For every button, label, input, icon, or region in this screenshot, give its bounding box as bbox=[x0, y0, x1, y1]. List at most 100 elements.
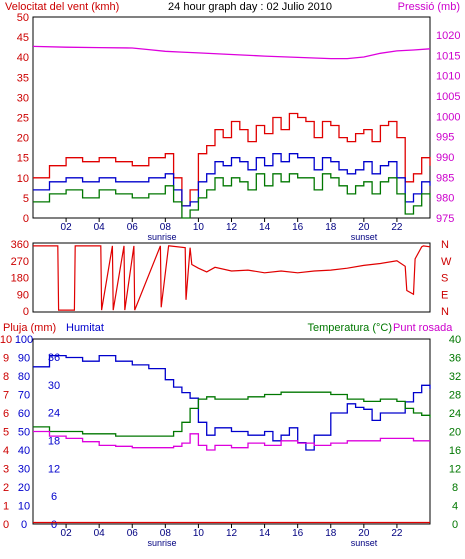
wind-speed-tick: 5 bbox=[23, 193, 29, 205]
compass-tick: E bbox=[441, 289, 448, 301]
rain-tick: 6 bbox=[3, 408, 9, 420]
direction-series-line bbox=[33, 245, 431, 311]
pressure-tick: 990 bbox=[436, 152, 454, 164]
hour-tick-label: 16 bbox=[292, 222, 304, 233]
direction-degree-tick-labels: 360 270 180 90 0 bbox=[11, 239, 29, 318]
wind-speed-tick: 35 bbox=[17, 72, 29, 84]
pressure-tick: 1000 bbox=[436, 111, 460, 123]
temperature-right-tick: 8 bbox=[452, 482, 458, 494]
hour-tick-label: 12 bbox=[226, 528, 238, 539]
humidity-tick: 50 bbox=[18, 427, 30, 439]
temperature-left-tick: 18 bbox=[48, 436, 60, 448]
pressure-tick: 975 bbox=[436, 213, 454, 225]
compass-tick: N bbox=[441, 239, 449, 251]
rain-humidity-temperature-series bbox=[33, 354, 431, 524]
pressure-tick: 980 bbox=[436, 193, 454, 205]
hour-tick-label: 10 bbox=[193, 528, 205, 539]
direction-degree-tick: 180 bbox=[11, 273, 29, 285]
pressure-series-line bbox=[32, 45, 431, 60]
hour-tick-label: 20 bbox=[358, 528, 370, 539]
dewpoint-series-line bbox=[33, 430, 430, 451]
humidity-tick: 60 bbox=[18, 408, 30, 420]
humidity-tick: 40 bbox=[18, 445, 30, 457]
pressure-tick: 1020 bbox=[436, 30, 460, 42]
hour-tick-label: 10 bbox=[193, 222, 205, 233]
hour-tick-labels-bottom: 02 04 06 08 10 12 14 16 18 20 22 bbox=[61, 524, 403, 539]
rain-tick: 8 bbox=[3, 371, 9, 383]
hour-tick-label: 08 bbox=[160, 222, 172, 233]
hour-tick-label: 04 bbox=[94, 222, 106, 233]
wind-speed-tick: 45 bbox=[17, 32, 29, 44]
hour-tick-label: 14 bbox=[259, 528, 271, 539]
temperature-axis-title: Temperatura (°C) bbox=[308, 322, 392, 334]
wind-speed-tick: 20 bbox=[17, 133, 29, 145]
humidity-tick: 10 bbox=[18, 501, 30, 513]
hour-tick-label: 20 bbox=[358, 222, 370, 233]
hour-tick-label: 06 bbox=[127, 222, 139, 233]
wind-speed-tick: 50 bbox=[17, 12, 29, 24]
hour-tick-label: 02 bbox=[61, 222, 73, 233]
hour-tick-label: 08 bbox=[160, 528, 172, 539]
dewpoint-axis-title: Punt rosada bbox=[393, 322, 453, 334]
hour-tick-label: 12 bbox=[226, 222, 238, 233]
pressure-tick: 995 bbox=[436, 132, 454, 144]
rain-tick: 7 bbox=[3, 390, 9, 402]
rain-tick: 10 bbox=[0, 334, 12, 346]
pressure-tick: 1005 bbox=[436, 91, 460, 103]
temperature-left-tick: 24 bbox=[48, 408, 60, 420]
hour-tick-label: 04 bbox=[94, 528, 106, 539]
wind-speed-tick: 40 bbox=[17, 52, 29, 64]
direction-degree-tick: 0 bbox=[23, 306, 29, 318]
hour-tick-labels-top: 02 04 06 08 10 12 14 16 18 20 22 bbox=[61, 218, 403, 233]
humidity-axis-title: Humitat bbox=[66, 322, 104, 334]
temperature-right-tick: 32 bbox=[449, 371, 461, 383]
hour-tick-label: 22 bbox=[391, 222, 403, 233]
direction-degree-tick: 270 bbox=[11, 256, 29, 268]
min-series-line bbox=[33, 173, 431, 219]
wind-speed-tick: 0 bbox=[23, 213, 29, 225]
direction-degree-tick: 90 bbox=[17, 289, 29, 301]
rain-tick: 2 bbox=[3, 482, 9, 494]
hour-tick-label: 16 bbox=[292, 528, 304, 539]
avg-series-line bbox=[33, 153, 431, 207]
chart-title: 24 hour graph day : 02 Julio 2010 bbox=[168, 1, 332, 13]
temperature-right-tick: 4 bbox=[452, 501, 458, 513]
wind-direction-plot-frame bbox=[32, 242, 431, 313]
temperature-series-line bbox=[33, 391, 431, 437]
sunset-label-top: sunset bbox=[351, 232, 378, 242]
pressure-tick: 1015 bbox=[436, 50, 460, 62]
hour-tick-label: 22 bbox=[391, 528, 403, 539]
pressure-axis-title: Pressió (mb) bbox=[398, 1, 460, 13]
humidity-tick: 70 bbox=[18, 390, 30, 402]
rain-tick: 3 bbox=[3, 464, 9, 476]
gust-series-line bbox=[33, 112, 431, 207]
humidity-tick: 100 bbox=[15, 334, 33, 346]
humidity-tick: 30 bbox=[18, 464, 30, 476]
sunrise-label-top: sunrise bbox=[147, 232, 176, 242]
hour-tick-label: 06 bbox=[127, 528, 139, 539]
rain-axis-title: Pluja (mm) bbox=[3, 322, 56, 334]
temperature-right-tick: 28 bbox=[449, 390, 461, 402]
sunset-label-bottom: sunset bbox=[351, 538, 378, 548]
wind-direction-series bbox=[33, 245, 431, 311]
rain-tick: 1 bbox=[3, 501, 9, 513]
hour-tick-label: 14 bbox=[259, 222, 271, 233]
pressure-tick-labels: 1020 1015 1010 1005 1000 995 990 985 980 975 bbox=[436, 30, 460, 225]
temperature-left-tick: 30 bbox=[48, 380, 60, 392]
humidity-series-line bbox=[33, 354, 431, 451]
humidity-tick: 20 bbox=[18, 482, 30, 494]
temperature-right-tick: 36 bbox=[449, 353, 461, 365]
temperature-left-tick: 6 bbox=[51, 491, 57, 503]
temperature-right-tick: 16 bbox=[449, 445, 461, 457]
temperature-left-tick: 12 bbox=[48, 463, 60, 475]
hour-tick-label: 18 bbox=[325, 528, 337, 539]
compass-tick: W bbox=[441, 256, 452, 268]
compass-tick: S bbox=[441, 273, 448, 285]
